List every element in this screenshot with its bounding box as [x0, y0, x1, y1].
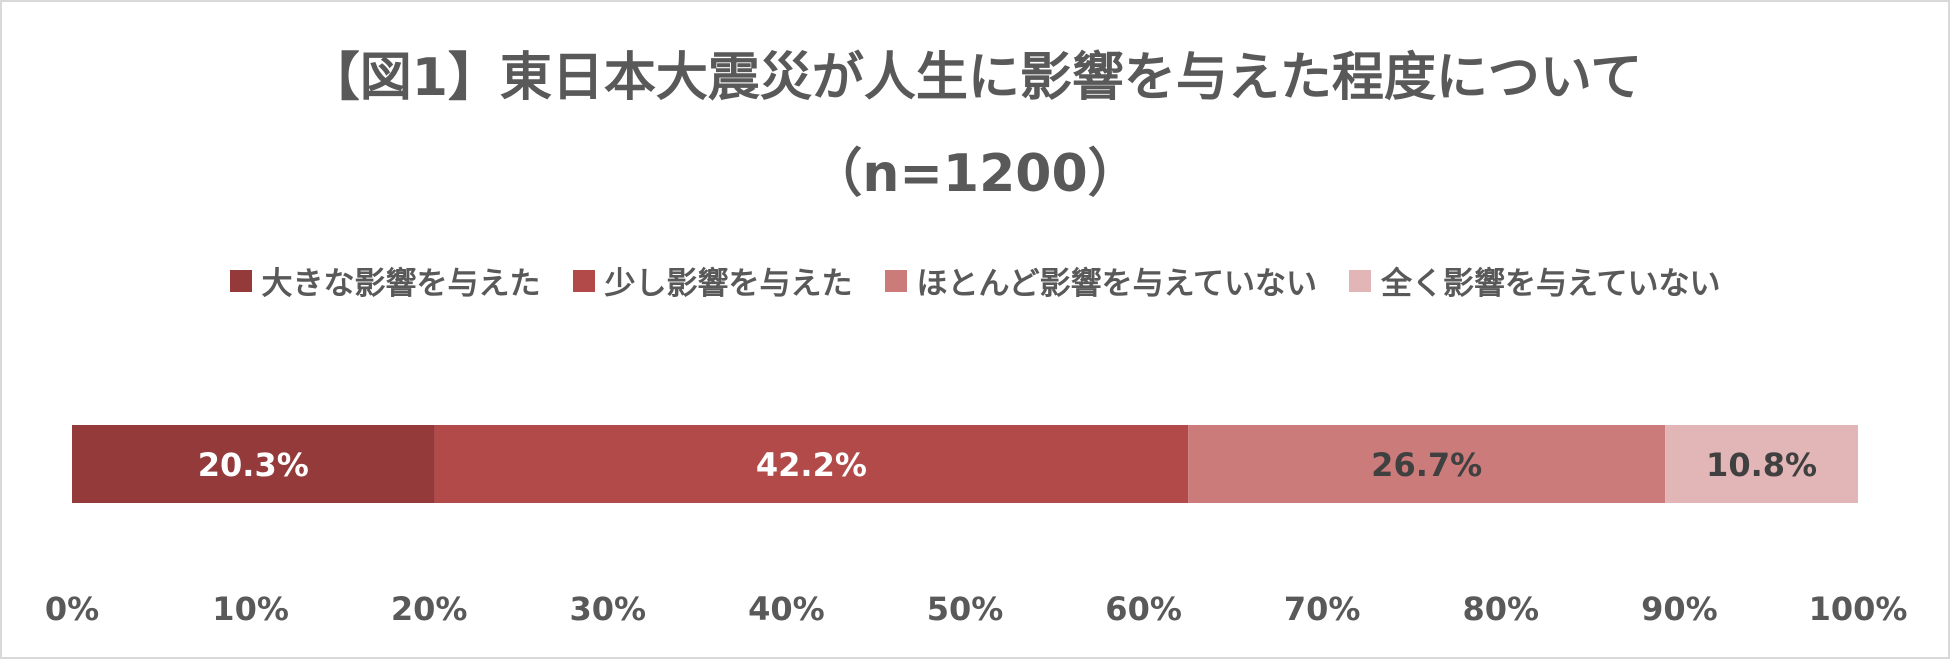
- data-label: 26.7%: [1371, 446, 1482, 484]
- legend-label: 大きな影響を与えた: [261, 266, 541, 302]
- x-tick-label: 10%: [212, 590, 289, 628]
- bar-segment: [1188, 425, 1666, 503]
- x-tick-label: 30%: [570, 590, 647, 628]
- legend-item-no-impact: 全く影響を与えていない: [1349, 258, 1720, 303]
- legend-item-little-impact: ほとんど影響を与えていない: [884, 258, 1318, 303]
- legend-swatch: [1349, 269, 1372, 292]
- data-label: 20.3%: [198, 446, 309, 484]
- legend-label: ほとんど影響を与えていない: [916, 266, 1318, 302]
- x-tick-label: 0%: [45, 590, 99, 628]
- x-tick-label: 90%: [1641, 590, 1718, 628]
- chart-title: 【図1】東日本大震災が人生に影響を与えた程度について: [307, 48, 1643, 108]
- x-tick-label: 50%: [927, 590, 1004, 628]
- legend-label: 少し影響を与えた: [604, 266, 853, 302]
- chart-subtitle: （n=1200）: [810, 144, 1140, 204]
- legend-swatch: [229, 269, 252, 292]
- legend-swatch: [884, 269, 907, 292]
- x-tick-label: 100%: [1809, 590, 1908, 628]
- x-tick-label: 80%: [1463, 590, 1540, 628]
- chart-legend: 大きな影響を与えた 少し影響を与えた ほとんど影響を与えていない 全く影響を与え…: [0, 258, 1950, 303]
- bar-segment: [1665, 425, 1858, 503]
- legend-swatch: [572, 269, 595, 292]
- bar-segment: [72, 425, 435, 503]
- x-tick-label: 60%: [1105, 590, 1182, 628]
- data-label: 10.8%: [1706, 446, 1817, 484]
- legend-item-large-impact: 大きな影響を与えた: [229, 258, 541, 303]
- x-tick-label: 20%: [391, 590, 468, 628]
- legend-item-some-impact: 少し影響を与えた: [572, 258, 853, 303]
- data-label: 42.2%: [756, 446, 867, 484]
- legend-label: 全く影響を与えていない: [1381, 266, 1721, 302]
- bar-segment: [434, 425, 1189, 503]
- x-tick-label: 70%: [1284, 590, 1361, 628]
- x-tick-label: 40%: [748, 590, 825, 628]
